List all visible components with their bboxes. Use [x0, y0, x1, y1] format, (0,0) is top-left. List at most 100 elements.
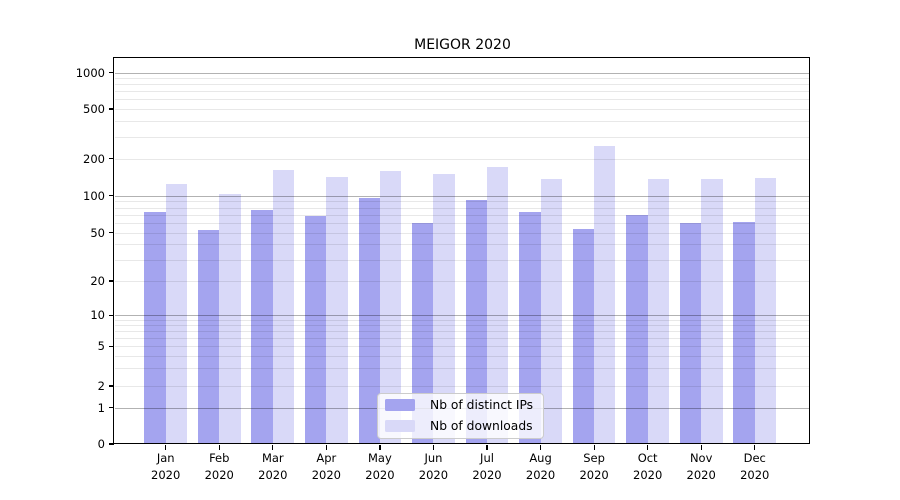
x-tick-year: 2020: [633, 467, 663, 482]
y-tick-mark: [109, 157, 114, 160]
y-tick-mark: [109, 280, 114, 282]
gridline-minor: [115, 201, 810, 203]
gridline-minor: [115, 214, 810, 216]
x-tick-year: 2020: [579, 467, 609, 482]
bar-downloads-feb: [219, 193, 241, 444]
y-tick-mark: [109, 385, 114, 387]
y-tick-label: 200: [83, 151, 105, 166]
bar-distinct-ips-sep: [572, 228, 595, 444]
gridline-minor: [115, 368, 810, 370]
gridline-major: [115, 195, 810, 197]
gridline-minor: [115, 222, 810, 224]
x-tick-mark: [432, 445, 435, 450]
chart-title: MEIGOR 2020: [414, 37, 511, 53]
y-tick-label: 50: [90, 225, 105, 240]
gridline-minor: [115, 338, 810, 340]
legend-entry: Nb of distinct IPs: [385, 395, 543, 416]
gridline-minor: [115, 346, 810, 348]
x-tick-mark: [700, 445, 702, 450]
bar-distinct-ips-dec: [733, 222, 755, 444]
y-tick-label: 20: [90, 274, 105, 288]
y-tick-label: 1000: [75, 65, 105, 80]
x-tick-month: Oct: [637, 451, 658, 465]
gridline-minor: [115, 84, 810, 86]
gridline-minor: [115, 121, 810, 123]
y-tick-label: 10: [90, 308, 105, 323]
bar-distinct-ips-aug: [519, 212, 541, 444]
bar-downloads-mar: [272, 170, 295, 444]
x-tick-label: Sep 2020: [563, 450, 625, 483]
x-tick-label: Apr 2020: [295, 450, 357, 483]
bar-distinct-ips-nov: [679, 222, 702, 444]
x-tick-label: Oct 2020: [617, 450, 679, 483]
y-tick-label: 500: [83, 102, 105, 116]
x-tick-mark: [165, 445, 167, 450]
bar-distinct-ips-mar: [251, 210, 273, 444]
gridline-minor: [115, 99, 810, 101]
bar-downloads-apr: [326, 176, 348, 444]
x-tick-year: 2020: [418, 467, 449, 482]
y-tick-label: 100: [83, 188, 105, 203]
gridline-minor: [115, 331, 810, 333]
x-tick-year: 2020: [204, 467, 234, 482]
gridline-minor: [115, 109, 810, 110]
x-tick-month: May: [368, 451, 392, 465]
x-tick-mark: [272, 445, 274, 450]
gridline-minor: [115, 78, 810, 80]
x-tick-year: 2020: [365, 467, 395, 482]
x-tick-mark: [593, 445, 595, 450]
x-tick-month: Aug: [529, 451, 552, 465]
x-tick-month: Apr: [316, 451, 337, 465]
gridline-minor: [115, 232, 810, 234]
bar-distinct-ips-jun: [412, 222, 434, 444]
x-tick-month: Jun: [424, 451, 443, 465]
x-tick-label: Nov 2020: [670, 450, 732, 483]
bar-downloads-aug: [540, 179, 562, 444]
x-tick-month: Mar: [261, 451, 284, 465]
y-tick-mark: [109, 195, 114, 197]
gridline-minor: [115, 207, 810, 209]
bar-distinct-ips-may: [358, 197, 380, 444]
x-tick-mark: [486, 445, 488, 450]
legend-label: Nb of downloads: [430, 418, 533, 433]
legend-swatch-downloads: [385, 420, 415, 432]
gridline-major: [115, 72, 810, 74]
bar-downloads-jan: [165, 184, 188, 444]
gridline-minor: [115, 244, 810, 246]
x-tick-label: Jan 2020: [135, 450, 197, 483]
x-tick-month: Jan: [156, 451, 175, 465]
gridline-minor: [115, 281, 810, 282]
x-tick-label: Dec 2020: [724, 450, 786, 483]
bar-downloads-dec: [754, 177, 777, 444]
legend-swatch-distinct-ips: [385, 399, 415, 411]
x-tick-label: Jul 2020: [456, 450, 518, 483]
gridline-minor: [115, 355, 810, 357]
plot-area: [115, 59, 810, 444]
x-tick-mark: [379, 445, 381, 450]
gridline-minor: [115, 386, 810, 387]
x-tick-year: 2020: [311, 467, 341, 482]
gridline-minor: [115, 259, 810, 261]
bar-downloads-jul: [487, 167, 509, 444]
x-tick-year: 2020: [258, 467, 288, 482]
x-tick-label: Feb 2020: [188, 450, 250, 483]
bar-downloads-oct: [647, 179, 670, 444]
gridline-minor: [115, 325, 810, 327]
gridline-minor: [115, 320, 810, 321]
x-tick-label: Aug 2020: [510, 450, 572, 483]
y-tick-mark: [109, 72, 114, 74]
legend-label: Nb of distinct IPs: [430, 397, 534, 412]
gridline-minor: [115, 91, 810, 93]
x-tick-mark: [647, 445, 649, 450]
gridline-major: [115, 315, 810, 317]
legend: Nb of distinct IPs Nb of downloads: [377, 392, 544, 439]
x-tick-month: Dec: [743, 451, 766, 465]
bar-distinct-ips-jul: [465, 199, 487, 444]
x-tick-year: 2020: [151, 467, 181, 482]
x-tick-mark: [325, 445, 328, 450]
bar-distinct-ips-jan: [144, 212, 166, 444]
x-tick-label: May 2020: [349, 450, 411, 483]
bar-distinct-ips-apr: [304, 215, 327, 444]
y-tick-label: 0: [97, 437, 105, 451]
